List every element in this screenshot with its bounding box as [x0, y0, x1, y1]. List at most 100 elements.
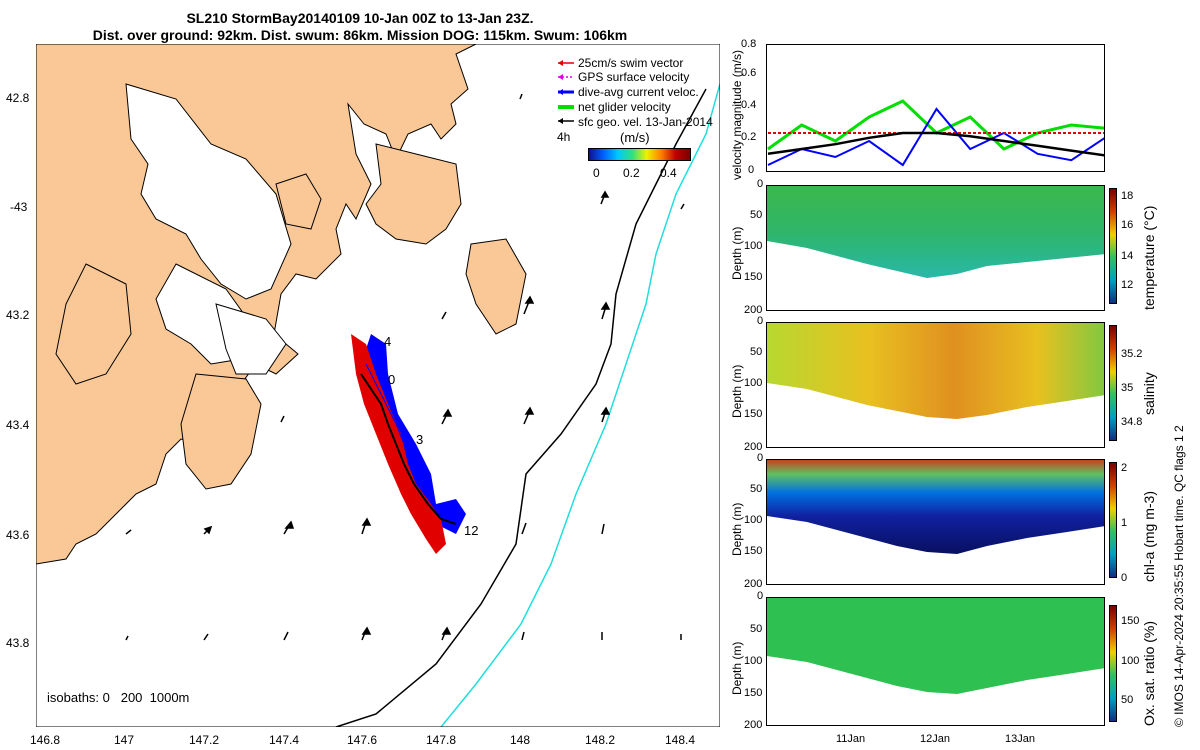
imos-footer: © IMOS 14-Apr-2024 20:35:55 Hobart time.… — [1172, 425, 1186, 727]
vel-ytick-4: 0.8 — [741, 38, 757, 50]
temp-cbar-tick-1: 16 — [1121, 219, 1134, 231]
isobath-200 — [335, 88, 707, 727]
vel-ytick-0: 0 — [748, 164, 755, 176]
velocity-series-3 — [767, 131, 1104, 157]
map-xtick-3: 147.4 — [268, 733, 300, 747]
temperature-ylabel: Depth (m) — [730, 226, 744, 280]
ox-ytick-2: 100 — [744, 655, 763, 667]
chla-cbar-tick-0: 2 — [1121, 462, 1128, 474]
waypoint-label-3: 3 — [416, 432, 423, 447]
oxsat-section — [767, 598, 1104, 694]
temperature-cbar-label: temperature (°C) — [1141, 205, 1157, 310]
sal-ytick-4: 200 — [744, 441, 763, 453]
map-ytick-2: 43.2 — [6, 308, 30, 322]
isobath-1000 — [440, 83, 720, 727]
map-xtick-8: 148.4 — [664, 733, 696, 747]
vel-ytick-1: 0.2 — [741, 131, 757, 143]
map-ytick-5: 43.8 — [6, 636, 30, 650]
plot-title-line1: SL210 StormBay20140109 10-Jan 00Z to 13-… — [186, 10, 534, 26]
temp-ytick-4: 200 — [744, 304, 763, 316]
chla-ytick-4: 200 — [744, 578, 763, 590]
map-colorbar-title: (m/s) — [620, 130, 650, 145]
velocity-panel — [766, 44, 1105, 172]
legend-dive-avg: dive-avg current veloc. — [578, 85, 699, 99]
date-tick-1: 12Jan — [920, 733, 950, 745]
glider-track — [360, 373, 457, 525]
sal-cbar-tick-1: 35 — [1121, 382, 1134, 394]
map-colorbar — [588, 148, 691, 161]
sal-ytick-0: 0 — [757, 315, 764, 327]
vel-ytick-3: 0.6 — [741, 67, 757, 79]
map-ytick-1: -43 — [10, 200, 28, 214]
oxsat-cbar-label: Ox. sat. ratio (%) — [1141, 620, 1157, 726]
sal-ytick-3: 150 — [744, 408, 763, 420]
chla-ytick-0: 0 — [757, 452, 764, 464]
chla-panel — [766, 459, 1105, 585]
legend-swim-vector: 25cm/s swim vector — [578, 56, 684, 70]
temp-ytick-0: 0 — [757, 178, 764, 190]
ox-cbar-tick-0: 150 — [1121, 615, 1140, 627]
map-ytick-0: 42.8 — [6, 91, 30, 105]
salinity-ylabel: Depth (m) — [730, 364, 744, 418]
chla-ylabel: Depth (m) — [730, 502, 744, 556]
map-xtick-1: 147 — [113, 733, 135, 747]
chla-colorbar — [1109, 462, 1117, 578]
ox-cbar-tick-1: 100 — [1121, 655, 1140, 667]
ox-ytick-0: 0 — [757, 590, 764, 602]
swim-vector-swath — [351, 334, 446, 554]
salinity-colorbar — [1109, 325, 1117, 441]
waypoint-label-12: 12 — [464, 523, 478, 538]
map-xtick-6: 148 — [509, 733, 531, 747]
current-arrows — [125, 93, 685, 641]
vel-ytick-2: 0.4 — [741, 99, 757, 111]
temp-cbar-tick-3: 12 — [1121, 279, 1134, 291]
map-ytick-4: 43.6 — [6, 528, 30, 542]
temp-ytick-2: 100 — [744, 240, 763, 252]
oxsat-ylabel: Depth (m) — [730, 641, 744, 695]
chla-cbar-tick-1: 1 — [1121, 517, 1128, 529]
legend-interval: 4h — [557, 130, 571, 144]
map-colorbar-tick-0: 0 — [593, 166, 600, 180]
map-xtick-4: 147.6 — [346, 733, 378, 747]
chla-cbar-tick-2: 0 — [1121, 572, 1128, 584]
ox-ytick-4: 200 — [744, 719, 763, 731]
map-ytick-3: 43.4 — [6, 418, 30, 432]
date-tick-2: 13Jan — [1005, 733, 1035, 745]
legend-sfc-geo-vel: sfc geo. vel. 13-Jan-2014 — [578, 115, 713, 129]
velocity-chart — [767, 99, 1104, 167]
temperature-colorbar — [1109, 188, 1117, 304]
map-panel: 4 0 3 12 — [36, 44, 720, 727]
temp-ytick-3: 150 — [744, 271, 763, 283]
map-xtick-2: 147.2 — [188, 733, 220, 747]
map-colorbar-tick-1: 0.2 — [623, 166, 640, 180]
chla-ytick-1: 50 — [750, 483, 763, 495]
chla-ytick-2: 100 — [744, 514, 763, 526]
oxsat-panel — [766, 597, 1105, 726]
temp-cbar-tick-0: 18 — [1121, 190, 1134, 202]
oxsat-colorbar — [1109, 605, 1117, 722]
velocity-series-1 — [767, 107, 1104, 167]
chla-section — [767, 460, 1104, 554]
glider-track-overlay — [365, 363, 455, 523]
salinity-panel — [766, 322, 1105, 448]
sal-cbar-tick-2: 34.8 — [1121, 416, 1143, 428]
temperature-section — [767, 186, 1104, 278]
waypoint-label-0: 0 — [388, 372, 395, 387]
date-tick-0: 11Jan — [836, 733, 866, 745]
map-colorbar-tick-2: 0.4 — [660, 166, 677, 180]
peninsula-east — [365, 143, 462, 245]
legend-net-velocity: net glider velocity — [578, 100, 671, 114]
chla-cbar-label: chl-a (mg m-3) — [1141, 490, 1157, 582]
temperature-panel — [766, 185, 1105, 311]
sal-ytick-1: 50 — [750, 346, 763, 358]
plot-title-line2: Dist. over ground: 92km. Dist. swum: 86k… — [92, 27, 628, 43]
isobaths-label: isobaths: 0 200 1000m — [47, 690, 190, 705]
waypoint-label-4: 4 — [384, 334, 391, 349]
legend-swatches — [558, 60, 574, 124]
ox-ytick-3: 150 — [744, 687, 763, 699]
map-xtick-5: 147.8 — [425, 733, 457, 747]
salinity-cbar-label: salinity — [1141, 372, 1157, 415]
legend-gps-velocity: GPS surface velocity — [578, 70, 690, 84]
temp-cbar-tick-2: 14 — [1121, 250, 1134, 262]
chla-ytick-3: 150 — [744, 545, 763, 557]
